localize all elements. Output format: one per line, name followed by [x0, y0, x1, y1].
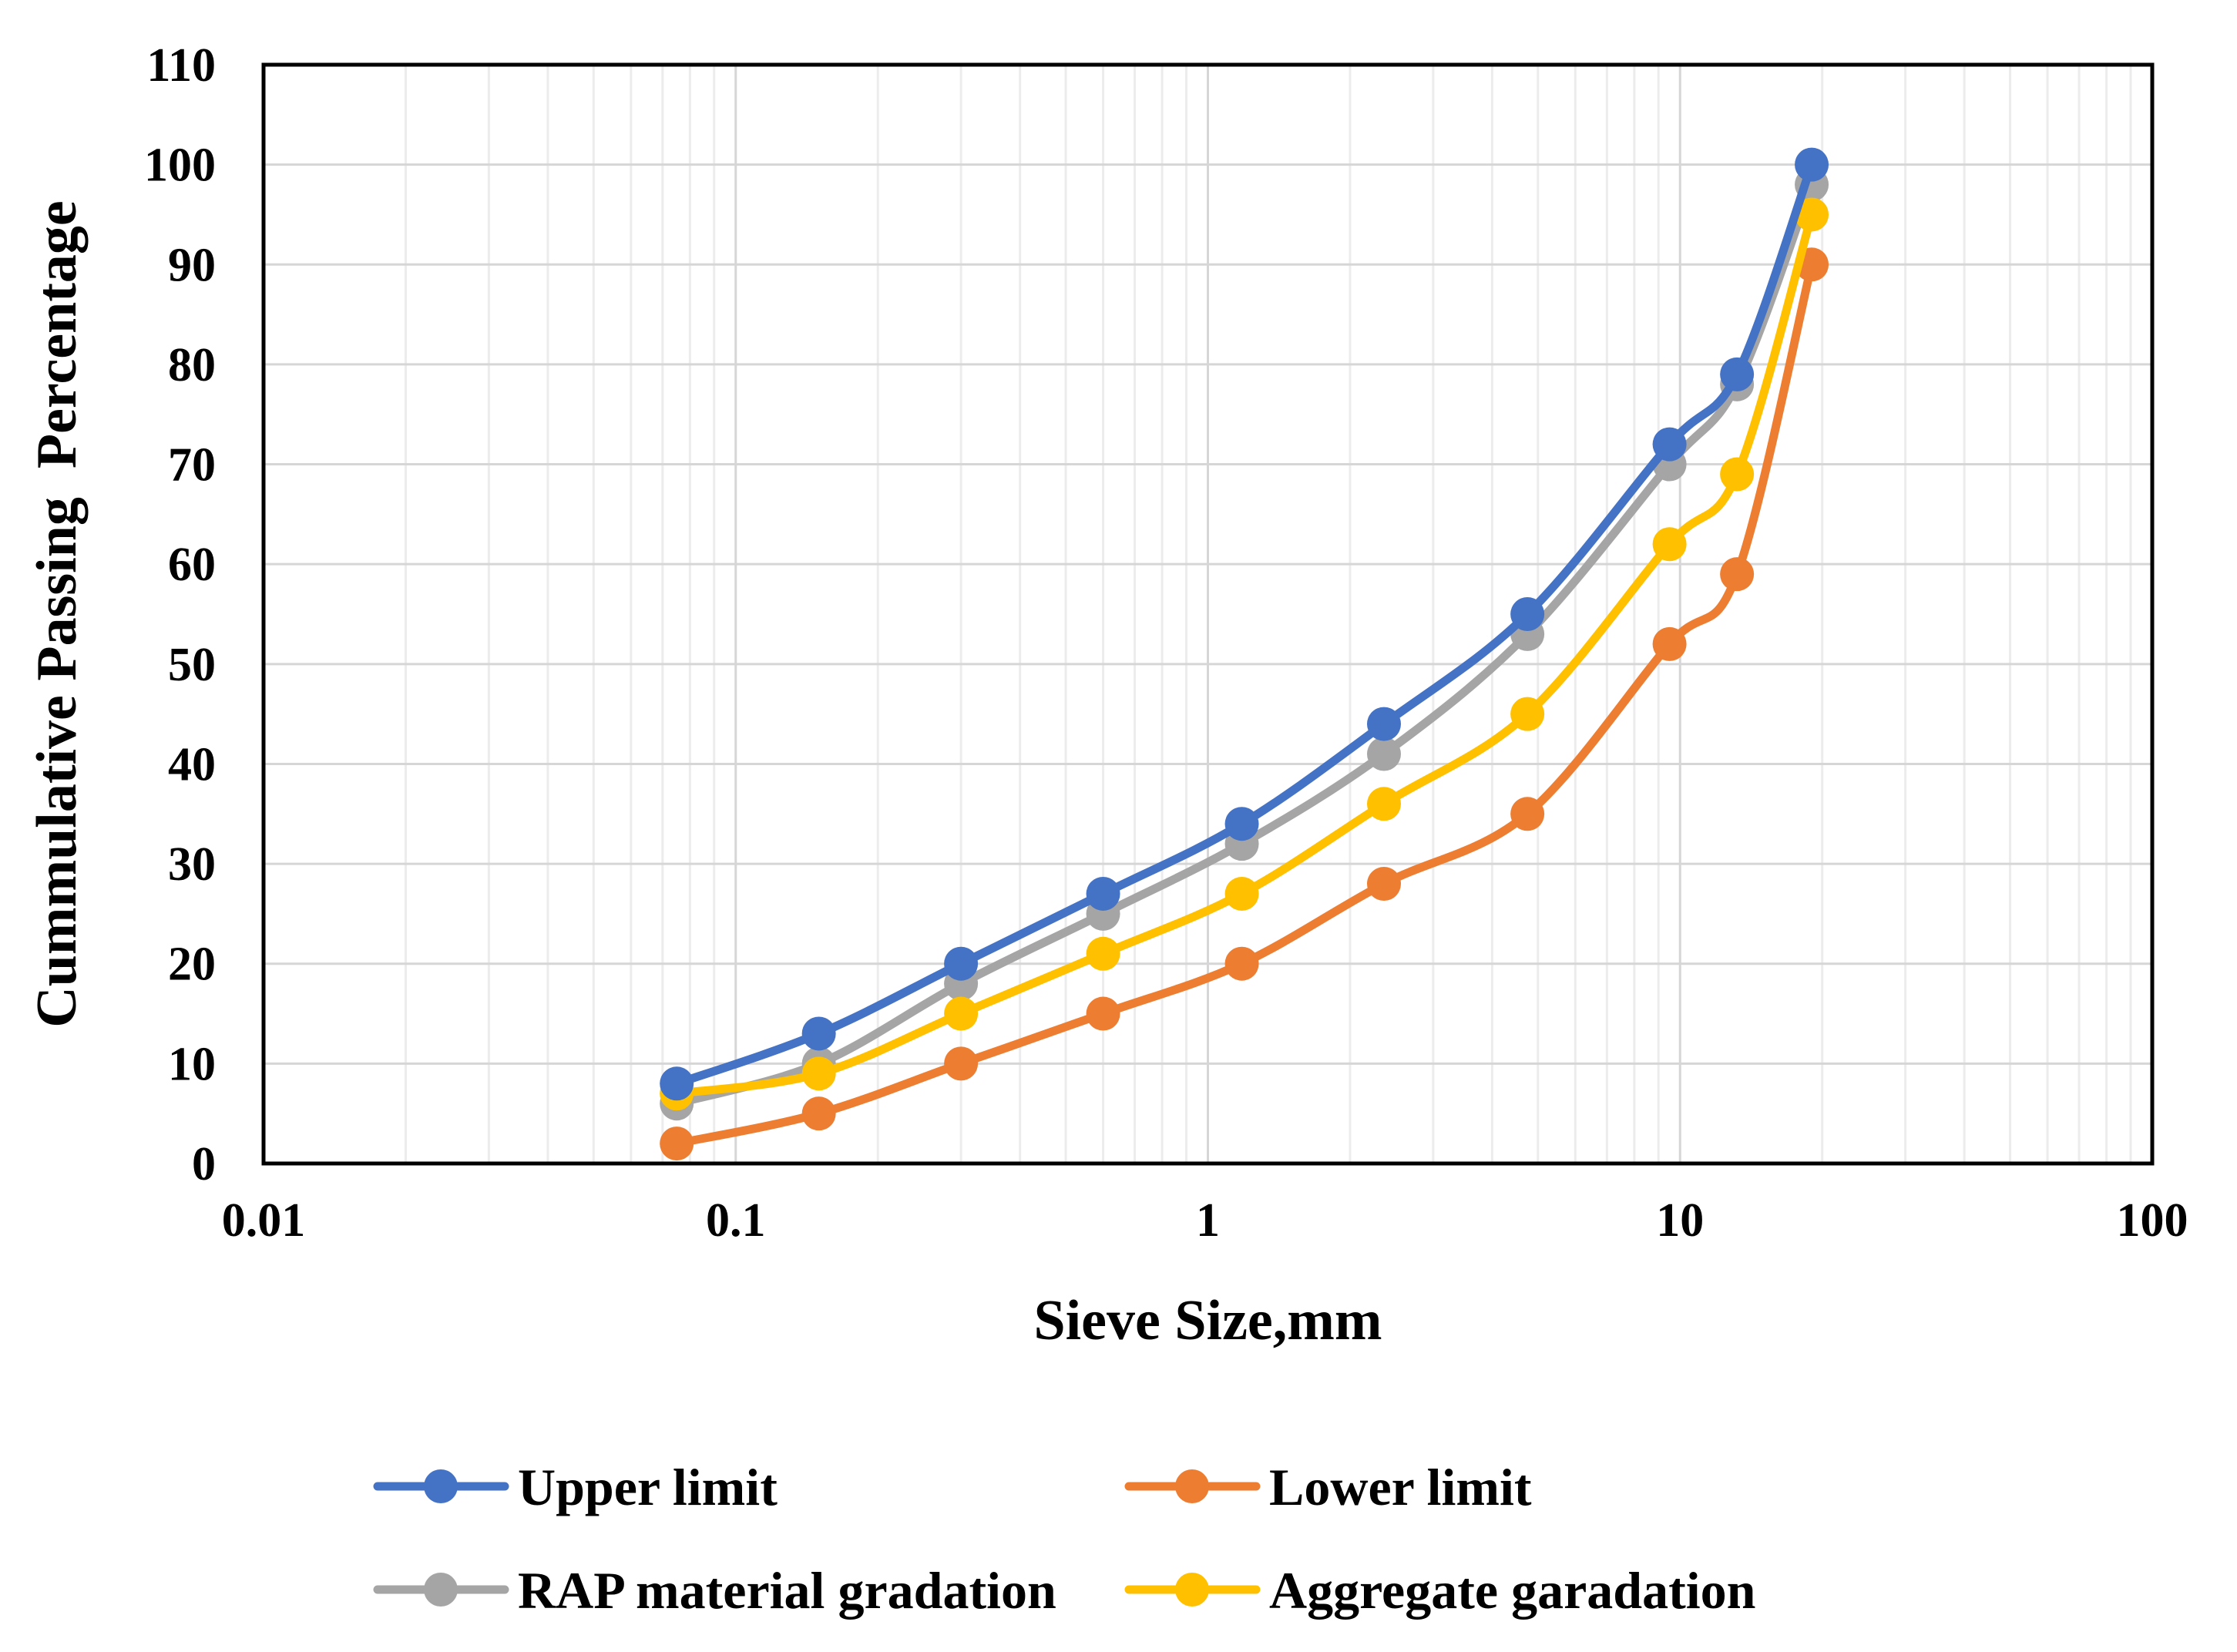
y-tick-label: 50: [168, 639, 216, 691]
plot-area-border: [261, 62, 2155, 1166]
data-point-aggregate-garadation: [801, 1056, 836, 1091]
y-tick-label: 80: [168, 339, 216, 391]
series-line-rap-material-gradation: [672, 180, 1816, 1108]
data-point-rap-material-gradation: [1367, 737, 1402, 771]
data-series: [660, 147, 1829, 1161]
y-tick-label: 40: [168, 738, 216, 791]
data-point-upper-limit: [1510, 597, 1545, 631]
data-point-upper-limit: [1652, 427, 1687, 462]
data-point-upper-limit: [1224, 807, 1259, 841]
data-point-aggregate-garadation: [1367, 787, 1402, 821]
y-tick-label: 60: [168, 539, 216, 591]
data-point-lower-limit: [1367, 867, 1402, 902]
legend-item-lower-limit: Lower limit: [1124, 1458, 1532, 1516]
data-point-lower-limit: [1720, 557, 1755, 592]
data-point-upper-limit: [1795, 147, 1829, 182]
legend-label: Upper limit: [518, 1458, 778, 1516]
data-point-lower-limit: [1224, 946, 1259, 981]
x-tick-label: 0.01: [222, 1194, 306, 1247]
y-tick-label: 70: [168, 439, 216, 492]
y-tick-label: 30: [168, 838, 216, 891]
data-point-upper-limit: [1086, 876, 1120, 911]
legend-label: Lower limit: [1269, 1458, 1532, 1516]
data-point-lower-limit: [944, 1046, 979, 1081]
major-gridlines: [262, 63, 2154, 1163]
y-tick-label: 0: [192, 1138, 216, 1190]
x-tick-label: 10: [1656, 1194, 1704, 1247]
data-point-lower-limit: [660, 1127, 694, 1161]
data-point-aggregate-garadation: [1224, 876, 1259, 911]
legend-label: RAP material gradation: [518, 1561, 1056, 1620]
data-point-upper-limit: [1720, 357, 1755, 391]
data-point-upper-limit: [801, 1016, 836, 1051]
y-axis-title: Cummulative Passing Percentage: [25, 200, 89, 1028]
data-point-aggregate-garadation: [1510, 697, 1545, 731]
y-tick-label: 20: [168, 938, 216, 991]
y-axis-tick-labels: 0 10 20 30 40 50 60 70 80 90 100 110: [144, 39, 216, 1190]
legend-marker: [1175, 1469, 1209, 1503]
data-point-lower-limit: [1652, 626, 1687, 661]
y-tick-label: 100: [144, 139, 216, 192]
x-tick-label: 0.1: [706, 1194, 766, 1247]
legend-marker: [424, 1573, 458, 1607]
data-point-aggregate-garadation: [944, 996, 979, 1031]
x-tick-label: 100: [2117, 1194, 2188, 1247]
data-point-upper-limit: [1367, 707, 1402, 741]
legend-marker: [1175, 1573, 1209, 1607]
data-point-aggregate-garadation: [1086, 936, 1120, 971]
legend-item-upper-limit: Upper limit: [373, 1458, 778, 1516]
x-axis-title: Sieve Size,mm: [1033, 1289, 1382, 1352]
data-point-lower-limit: [801, 1096, 836, 1131]
x-tick-label: 1: [1196, 1194, 1220, 1247]
data-point-upper-limit: [944, 946, 979, 981]
legend-marker: [424, 1469, 458, 1503]
legend-item-rap-material-gradation: RAP material gradation: [373, 1561, 1056, 1620]
y-tick-label: 10: [168, 1038, 216, 1090]
minor-gridlines: [404, 65, 2132, 1163]
series-upper-limit: [660, 147, 1829, 1101]
data-point-lower-limit: [1510, 797, 1545, 831]
data-point-aggregate-garadation: [1652, 527, 1687, 562]
legend-item-aggregate-garadation: Aggregate garadation: [1124, 1561, 1755, 1620]
data-point-aggregate-garadation: [1795, 197, 1829, 232]
series-aggregate-garadation: [660, 197, 1829, 1111]
y-tick-label: 90: [168, 239, 216, 291]
y-tick-label: 110: [146, 39, 216, 92]
series-line-upper-limit: [672, 160, 1816, 1088]
legend-label: Aggregate garadation: [1269, 1561, 1755, 1620]
data-point-lower-limit: [1086, 996, 1120, 1031]
series-line-aggregate-garadation: [672, 210, 1816, 1098]
legend: Upper limit Lower limit RAP material grada…: [373, 1458, 1755, 1620]
data-point-upper-limit: [660, 1066, 694, 1101]
data-point-aggregate-garadation: [1720, 457, 1755, 492]
series-line-lower-limit: [672, 260, 1816, 1148]
x-axis-tick-labels: 0.01 0.1 1 10 100: [222, 1194, 2188, 1247]
